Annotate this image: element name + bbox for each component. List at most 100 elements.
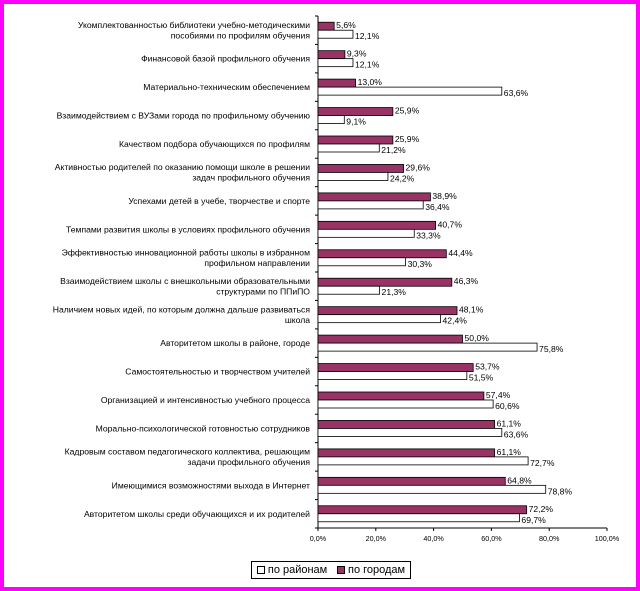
bar-districts	[317, 314, 441, 324]
data-label-districts: 51,5%	[469, 373, 494, 383]
category-label: задач профильного обучения	[192, 173, 310, 183]
bar-districts	[317, 228, 415, 238]
category-label: Укомплектованностью библиотеки учебно-ме…	[78, 20, 310, 30]
data-label-districts: 21,3%	[382, 287, 407, 297]
category-label: Материально-техническим обеспечением	[143, 82, 310, 92]
bar-districts	[317, 484, 547, 494]
category-label: Имеющимися возможностями выхода в Интерн…	[112, 480, 310, 490]
data-label-cities: 50,0%	[465, 333, 490, 343]
data-label-cities: 13,0%	[358, 77, 383, 87]
data-label-cities: 48,1%	[459, 305, 484, 315]
bar-districts	[317, 428, 503, 437]
data-label-cities: 29,6%	[406, 162, 431, 172]
bar-cities	[317, 164, 404, 173]
category-label: Взаимодействием школы с внешкольными обр…	[60, 276, 310, 286]
bar-districts	[317, 200, 424, 210]
data-label-districts: 30,3%	[408, 259, 433, 269]
bar-cities	[317, 476, 506, 486]
category-label: школа	[285, 315, 310, 325]
data-label-cities: 61,1%	[497, 447, 522, 457]
bar-cities	[317, 448, 495, 458]
data-label-districts: 24,2%	[390, 173, 415, 183]
data-label-districts: 12,1%	[355, 31, 380, 41]
data-label-districts: 63,6%	[504, 88, 529, 98]
category-label: профильном направлении	[204, 258, 310, 268]
category-label: Активностью родителей по оказанию помощи…	[55, 162, 310, 172]
category-label: Эффективностью инновационной работы школ…	[62, 248, 310, 258]
bar-cities	[317, 50, 346, 60]
data-label-districts: 42,4%	[443, 316, 468, 326]
category-label: Наличием новых идей, по которым должна д…	[53, 304, 311, 314]
data-label-districts: 78,8%	[548, 486, 573, 496]
category-label: Успехами детей в учебе, творчестве и спо…	[128, 196, 310, 206]
data-label-cities: 46,3%	[454, 276, 479, 286]
legend-label-districts: по районам	[267, 564, 328, 576]
data-label-districts: 63,6%	[504, 429, 529, 439]
legend-item-districts: по районам	[256, 564, 328, 576]
category-label: Темпами развития школы в условиях профил…	[66, 224, 310, 234]
bar-cities	[317, 21, 335, 31]
x-tick-label: 60,0%	[481, 534, 502, 543]
bar-districts	[317, 172, 389, 181]
data-label-cities: 72,2%	[529, 504, 554, 514]
category-label: задачи профильного обучения	[188, 457, 311, 467]
data-label-districts: 75,8%	[539, 344, 564, 354]
bar-cities	[317, 277, 453, 287]
category-label: Авторитетом школы в районе, городе	[160, 338, 310, 348]
category-label: структурами по ППиПО	[216, 286, 310, 296]
category-label: Качеством подбора обучающихся по профиля…	[119, 139, 310, 149]
legend-swatch-cities	[336, 566, 345, 574]
data-label-districts: 72,7%	[530, 458, 555, 468]
bar-cities	[317, 391, 485, 401]
bar-districts	[317, 342, 538, 352]
category-label: Самостоятельностью и творчеством учителе…	[125, 367, 310, 377]
category-label: Морально-психологической готовностью сот…	[96, 423, 311, 433]
bar-districts	[317, 456, 529, 466]
data-label-districts: 33,3%	[416, 230, 441, 240]
category-label: пособиями по профилям обучения	[171, 30, 311, 40]
bar-districts	[317, 399, 494, 409]
data-label-districts: 21,2%	[381, 145, 406, 155]
data-label-cities: 53,7%	[475, 362, 500, 372]
legend-label-cities: по городам	[347, 564, 406, 576]
data-label-cities: 61,1%	[497, 418, 522, 428]
data-label-cities: 40,7%	[438, 219, 463, 229]
data-label-cities: 44,4%	[448, 248, 473, 258]
data-label-districts: 36,4%	[425, 202, 450, 212]
bar-districts	[317, 86, 503, 96]
data-label-cities: 64,8%	[507, 475, 532, 485]
bar-cities	[317, 363, 474, 372]
bar-cities	[317, 78, 356, 88]
category-label: Организацией и интенсивностью учебного п…	[101, 395, 310, 405]
bar-districts	[317, 513, 520, 523]
bar-districts	[317, 115, 345, 124]
data-label-districts: 69,7%	[521, 515, 546, 525]
bar-districts	[317, 371, 468, 380]
bar-districts	[317, 29, 354, 39]
bar-cities	[317, 192, 431, 202]
category-label: Кадровым составом педагогического коллек…	[65, 447, 310, 457]
legend: по районам по городам	[251, 561, 411, 579]
x-tick-label: 0,0%	[310, 534, 327, 543]
data-label-cities: 5,6%	[336, 20, 356, 30]
bar-cities	[317, 420, 495, 429]
data-label-cities: 25,9%	[395, 106, 420, 116]
data-label-districts: 60,6%	[495, 401, 520, 411]
category-label: Взаимодействием с ВУЗами города по профи…	[57, 111, 311, 121]
data-label-districts: 9,1%	[346, 117, 366, 127]
bar-districts	[317, 257, 406, 267]
category-label: Авторитетом школы среди обучающихся и их…	[84, 509, 310, 519]
bar-cities	[317, 334, 463, 344]
bar-districts	[317, 143, 380, 153]
bar-cities	[317, 249, 447, 259]
data-label-cities: 57,4%	[486, 390, 511, 400]
x-tick-label: 80,0%	[539, 534, 560, 543]
data-label-districts: 12,1%	[355, 60, 380, 70]
x-tick-label: 40,0%	[423, 534, 444, 543]
bar-districts	[317, 285, 380, 295]
legend-item-cities: по городам	[336, 564, 406, 576]
bar-cities	[317, 107, 394, 116]
x-tick-label: 100,0%	[595, 534, 620, 543]
data-label-cities: 25,9%	[395, 134, 420, 144]
